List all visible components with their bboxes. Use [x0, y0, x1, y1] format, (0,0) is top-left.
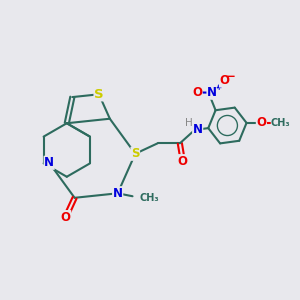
Text: N: N	[113, 187, 123, 200]
Text: O: O	[192, 86, 202, 99]
Text: +: +	[215, 83, 221, 92]
Text: CH₃: CH₃	[271, 118, 290, 128]
Text: O: O	[220, 74, 230, 87]
Text: N: N	[193, 124, 203, 136]
Text: N: N	[207, 86, 217, 99]
Text: O: O	[256, 116, 266, 129]
Text: CH₃: CH₃	[140, 193, 160, 203]
Text: O: O	[61, 211, 71, 224]
Text: S: S	[131, 147, 140, 160]
Text: O: O	[178, 155, 188, 168]
Text: S: S	[94, 88, 104, 101]
Text: N: N	[44, 156, 54, 169]
Text: −: −	[226, 70, 236, 83]
Text: H: H	[184, 118, 192, 128]
